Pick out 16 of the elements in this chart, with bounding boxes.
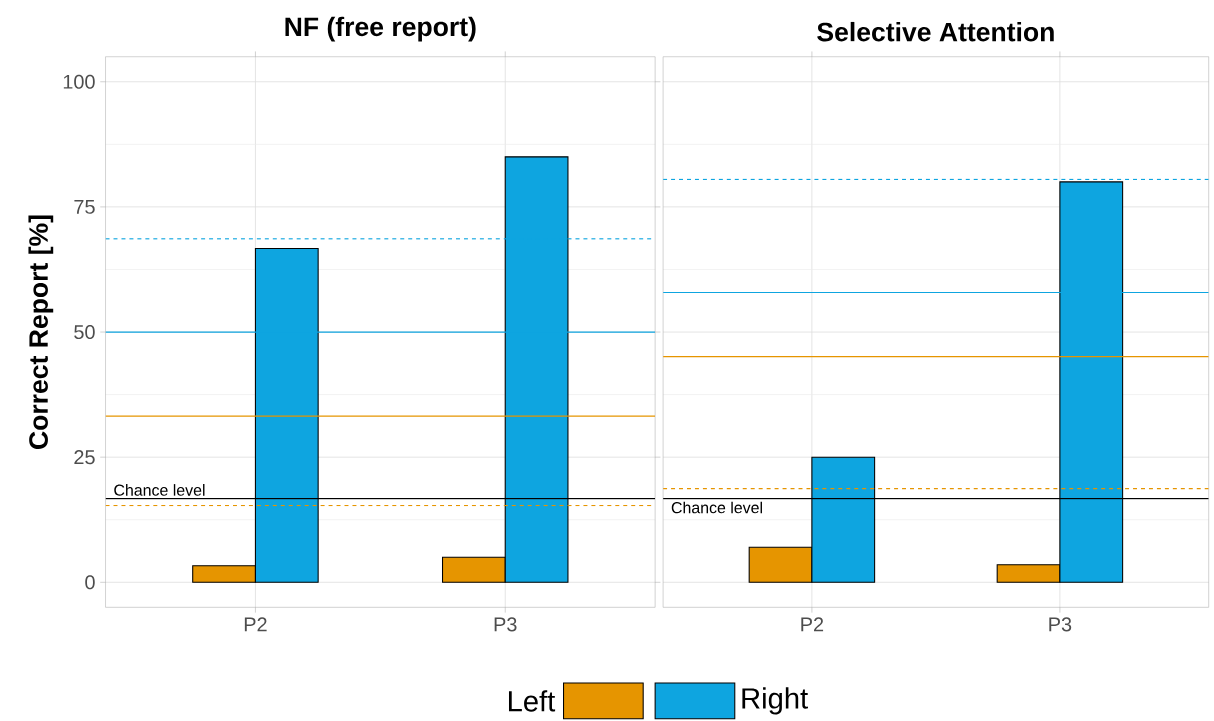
y-tick-label: 50: [74, 325, 95, 340]
y-tick-label: 75: [74, 200, 95, 214]
x-tick-label: P3: [1049, 617, 1072, 632]
y-tick-label: 25: [74, 450, 95, 465]
x-tick-label: P2: [244, 617, 267, 632]
x-tick-label: P2: [801, 617, 824, 632]
legend-label: Right: [742, 687, 808, 715]
y-tick-label: 100: [63, 74, 95, 89]
chart-title: Selective Attention: [817, 22, 1054, 42]
x-tick-label: P3: [494, 617, 517, 632]
text: Left: [508, 690, 556, 712]
chart-title: NF (free report): [285, 16, 476, 42]
y-tick-label: 0: [85, 575, 95, 590]
ref-line-label: Chance level: [671, 501, 762, 514]
y-axis-title: Correct Report [%]: [28, 215, 54, 450]
ref-line-label: Chance level: [114, 484, 205, 496]
